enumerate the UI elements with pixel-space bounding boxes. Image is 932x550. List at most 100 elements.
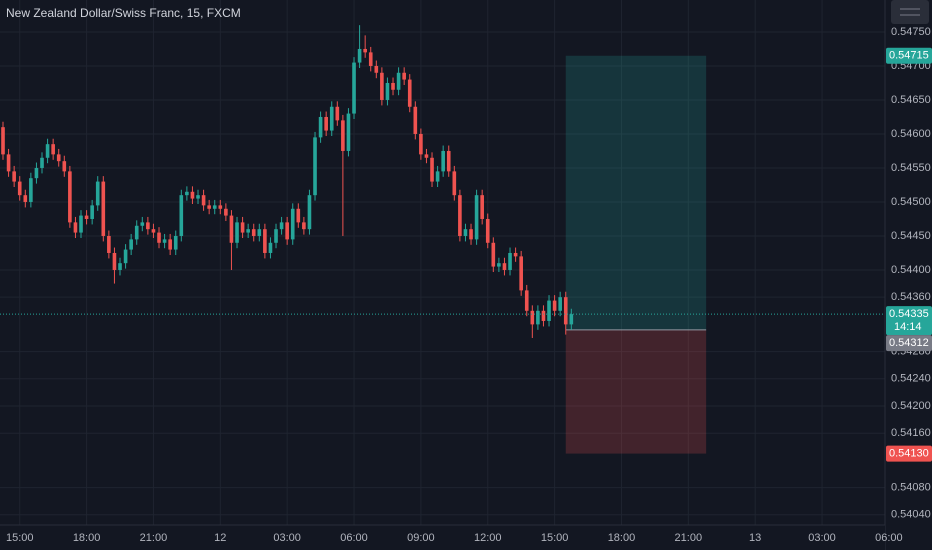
candle-body: [251, 229, 256, 236]
candle-body: [235, 222, 239, 243]
candle-body: [474, 195, 479, 240]
x-tick-label: 18:00: [608, 532, 636, 544]
candle-body: [530, 310, 535, 325]
x-tick-label: 06:00: [875, 532, 903, 544]
candle-body: [357, 48, 362, 63]
candle-body: [352, 62, 356, 114]
candle-body: [318, 116, 323, 138]
candle-body: [374, 65, 379, 73]
candle-body: [324, 116, 328, 131]
candle-body: [458, 195, 462, 236]
candle-body: [413, 106, 418, 134]
candle-body: [168, 239, 172, 250]
candle-body: [368, 52, 373, 66]
candle-body: [263, 229, 267, 253]
entry-label: 0.54312: [889, 337, 929, 349]
candle-body: [385, 82, 390, 100]
candle-body: [402, 72, 406, 80]
candle-body: [73, 222, 78, 233]
stop-label: 0.54130: [889, 448, 929, 460]
candle-body: [307, 195, 312, 230]
candle-body: [118, 263, 122, 270]
last-price-label-box: [886, 306, 932, 336]
candle-body: [547, 300, 551, 321]
stop-label-box: [886, 445, 932, 462]
candle-body: [396, 72, 401, 90]
candle-body: [329, 106, 334, 131]
candle-body: [129, 239, 133, 250]
candle-body: [346, 113, 351, 151]
last-price-label: 0.54335: [889, 308, 929, 320]
candle-body: [84, 215, 89, 219]
candle-body: [285, 222, 289, 240]
candle-body: [552, 300, 557, 311]
x-tick-label: 09:00: [407, 532, 435, 544]
x-tick-label: 12: [214, 532, 226, 544]
candle-body: [257, 229, 262, 236]
candle-body: [335, 106, 340, 121]
x-tick-label: 06:00: [340, 532, 368, 544]
candle-body: [40, 157, 44, 168]
y-tick-label: 0.54650: [891, 94, 931, 106]
candle-body: [435, 171, 440, 182]
candle-body: [134, 225, 139, 240]
candle-body: [558, 297, 562, 311]
candle-body: [485, 218, 490, 243]
candle-body: [480, 195, 484, 219]
y-tick-label: 0.54400: [891, 264, 931, 276]
candle-body: [302, 222, 306, 230]
candle-body: [56, 154, 61, 162]
candle-body: [95, 181, 100, 206]
x-tick-label: 21:00: [675, 532, 703, 544]
candle-body: [452, 171, 457, 196]
chart-title: New Zealand Dollar/Swiss Franc, 15, FXCM: [6, 6, 241, 20]
candle-body: [207, 205, 211, 209]
countdown: 14:14: [894, 321, 922, 333]
plot-area: [0, 25, 885, 454]
candle-body: [51, 144, 55, 155]
candle-body: [6, 154, 11, 172]
candle-body: [313, 137, 317, 196]
candle-body: [246, 229, 250, 233]
candle-body: [519, 256, 523, 291]
entry-label-box: [886, 335, 932, 352]
candle-body: [17, 181, 22, 196]
axes: 15:00 18:00 21:00 12 03:00 06:00 09:00 12:00 15:…: [6, 26, 932, 544]
candle-body: [34, 167, 39, 179]
x-tick-label: 03:00: [273, 532, 301, 544]
candle-body: [463, 229, 468, 236]
candle-body: [380, 72, 384, 100]
candle-body: [112, 252, 117, 270]
candle-body: [497, 263, 501, 267]
x-tick-label: 13: [749, 532, 761, 544]
candle-body: [201, 195, 206, 206]
candle-body: [29, 178, 33, 202]
y-tick-label: 0.54450: [891, 230, 931, 242]
candle-body: [502, 263, 507, 270]
candle-body: [185, 191, 189, 196]
candle-body: [140, 222, 145, 226]
candle-body: [107, 235, 111, 253]
time-axis: [0, 525, 885, 550]
candle-body: [441, 150, 445, 172]
x-tick-label: 18:00: [73, 532, 101, 544]
candle-body: [430, 157, 434, 182]
candle-body: [229, 215, 234, 243]
candle-body: [212, 205, 217, 209]
candle-body: [23, 195, 28, 202]
settings-button[interactable]: [891, 0, 929, 24]
candle-body: [524, 290, 529, 311]
y-tick-label: 0.54750: [891, 26, 931, 38]
candle-body: [469, 229, 473, 240]
candle-body: [446, 150, 451, 172]
candle-body: [363, 48, 367, 53]
candle-body: [101, 181, 106, 236]
candle-body: [508, 252, 512, 270]
candle-body: [268, 242, 273, 253]
candle-body: [290, 208, 295, 240]
candle-body: [90, 205, 94, 219]
y-tick-label: 0.54040: [891, 509, 931, 521]
candle-body: [424, 154, 429, 158]
candle-body: [79, 215, 83, 233]
